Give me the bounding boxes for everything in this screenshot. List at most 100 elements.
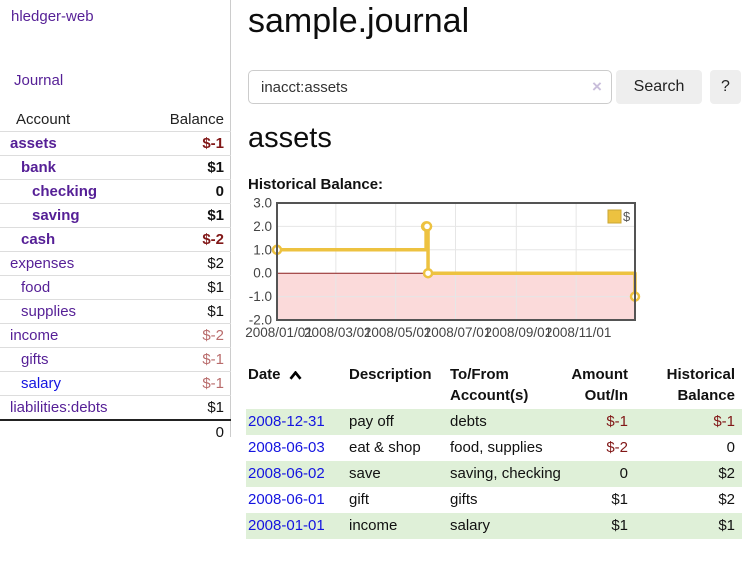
register-row: 2008-06-03 eat & shop food, supplies $-2… <box>246 435 742 461</box>
transaction-amount: $-2 <box>606 439 628 456</box>
account-heading: assets <box>248 122 332 154</box>
account-row: bank $1 <box>0 155 231 180</box>
account-balance: $1 <box>207 207 224 224</box>
accounts-table-body: assets $-1 bank $1 checking 0 saving $1 … <box>0 131 231 421</box>
transaction-description: income <box>349 517 398 534</box>
account-row: saving $1 <box>0 203 231 228</box>
account-row: salary $-1 <box>0 371 231 396</box>
x-axis-tick-label: 2008/07/01 <box>424 325 492 340</box>
register-table-header: Date Description To/From Account(s) Amou… <box>246 361 742 409</box>
transaction-accounts: debts <box>450 413 487 430</box>
transaction-accounts: salary <box>450 517 491 534</box>
x-axis-tick-label: 2008/11/01 <box>545 325 612 340</box>
account-balance: $-1 <box>202 135 224 152</box>
account-balance: $1 <box>207 159 224 176</box>
y-axis-tick-label: 0.0 <box>253 266 272 281</box>
chart-canvas: $3.0 2.0 1.0 0.0 -1.0 -2.02008/01/012008/03/0… <box>245 196 641 340</box>
account-row: assets $-1 <box>0 131 231 156</box>
register-row: 2008-01-01 income salary $1 $1 <box>246 513 742 539</box>
search-form: × Search ? <box>248 70 742 104</box>
accounts-col-account: Account <box>16 111 71 128</box>
register-col-amount: Amount Out/In <box>571 366 628 404</box>
account-balance: $-2 <box>202 231 224 248</box>
transaction-balance: $2 <box>718 491 735 508</box>
clear-search-icon[interactable]: × <box>592 77 602 96</box>
account-row: checking 0 <box>0 179 231 204</box>
register-table-body: 2008-12-31 pay off debts $-1 $-1 2008-06… <box>246 409 742 539</box>
account-link[interactable]: income <box>10 327 59 344</box>
account-row: liabilities:debts $1 <box>0 395 231 421</box>
x-axis-tick-label: 2008/09/01 <box>485 325 553 340</box>
page-title: sample.journal <box>248 2 470 40</box>
transaction-balance: $1 <box>718 517 735 534</box>
sort-ascending-icon <box>288 365 302 386</box>
y-axis-tick-label: 3.0 <box>253 196 272 211</box>
accounts-table: Account Balance assets $-1 bank $1 check… <box>0 108 231 444</box>
account-link[interactable]: salary <box>21 375 62 392</box>
transaction-description: eat & shop <box>349 439 421 456</box>
help-button[interactable]: ? <box>710 70 741 104</box>
register-col-date[interactable]: Date <box>246 361 347 409</box>
transaction-amount: 0 <box>619 465 628 482</box>
account-row: food $1 <box>0 275 231 300</box>
accounts-total-row: 0 <box>0 420 231 444</box>
legend-label: $ <box>623 209 631 224</box>
account-balance: $-1 <box>202 351 224 368</box>
register-table: Date Description To/From Account(s) Amou… <box>246 361 742 539</box>
account-link[interactable]: food <box>21 279 51 296</box>
transaction-amount: $1 <box>611 491 628 508</box>
accounts-col-balance: Balance <box>169 111 224 128</box>
register-col-balance: Historical Balance <box>666 366 735 404</box>
y-axis-tick-label: -2.0 <box>249 313 272 328</box>
account-balance: $-2 <box>202 327 224 344</box>
y-axis-tick-label: 2.0 <box>253 219 272 234</box>
account-link[interactable]: saving <box>32 207 80 224</box>
account-link[interactable]: cash <box>21 231 56 248</box>
sidebar: hledger-web Journal Account Balance asse… <box>0 0 231 441</box>
transaction-date-link[interactable]: 2008-12-31 <box>248 413 325 430</box>
account-link[interactable]: gifts <box>21 351 49 368</box>
account-link[interactable]: liabilities:debts <box>10 399 108 416</box>
account-link[interactable]: checking <box>32 183 98 200</box>
sidebar-item-journal[interactable]: Journal <box>14 72 64 89</box>
main-content: sample.journal × Search ? assets Histori… <box>245 0 742 582</box>
chart-heading: Historical Balance: <box>248 176 384 193</box>
account-row: supplies $1 <box>0 299 231 324</box>
transaction-description: gift <box>349 491 370 508</box>
search-button[interactable]: Search <box>616 70 702 104</box>
accounts-table-header: Account Balance <box>0 108 231 132</box>
register-row: 2008-06-02 save saving, checking 0 $2 <box>246 461 742 487</box>
register-row: 2008-12-31 pay off debts $-1 $-1 <box>246 409 742 435</box>
transaction-date-link[interactable]: 2008-06-01 <box>248 491 325 508</box>
transaction-date-link[interactable]: 2008-06-03 <box>248 439 325 456</box>
account-row: expenses $2 <box>0 251 231 276</box>
transaction-date-link[interactable]: 2008-01-01 <box>248 517 325 534</box>
account-row: gifts $-1 <box>0 347 231 372</box>
legend-swatch <box>607 209 622 224</box>
transaction-balance: 0 <box>726 439 735 456</box>
account-balance: $-1 <box>202 375 224 392</box>
register-col-description: Description <box>349 366 432 383</box>
account-balance: $2 <box>207 255 224 272</box>
transaction-amount: $-1 <box>606 413 628 430</box>
search-input[interactable] <box>248 70 612 104</box>
account-link[interactable]: assets <box>10 135 57 152</box>
account-link[interactable]: supplies <box>21 303 77 320</box>
account-link[interactable]: bank <box>21 159 57 176</box>
transaction-date-link[interactable]: 2008-06-02 <box>248 465 325 482</box>
transaction-balance: $-1 <box>713 413 735 430</box>
transaction-amount: $1 <box>611 517 628 534</box>
transaction-description: save <box>349 465 381 482</box>
account-link[interactable]: expenses <box>10 255 75 272</box>
transaction-accounts: food, supplies <box>450 439 543 456</box>
transaction-description: pay off <box>349 413 394 430</box>
account-balance: $1 <box>207 279 224 296</box>
account-row: cash $-2 <box>0 227 231 252</box>
x-axis-tick-label: 2008/01/01 <box>245 325 313 340</box>
account-row: income $-2 <box>0 323 231 348</box>
x-axis-tick-label: 2008/03/01 <box>304 325 372 340</box>
register-col-tofrom: To/From Account(s) <box>450 366 529 404</box>
app-title-link[interactable]: hledger-web <box>11 8 94 25</box>
x-axis-tick-label: 2008/05/01 <box>364 325 432 340</box>
